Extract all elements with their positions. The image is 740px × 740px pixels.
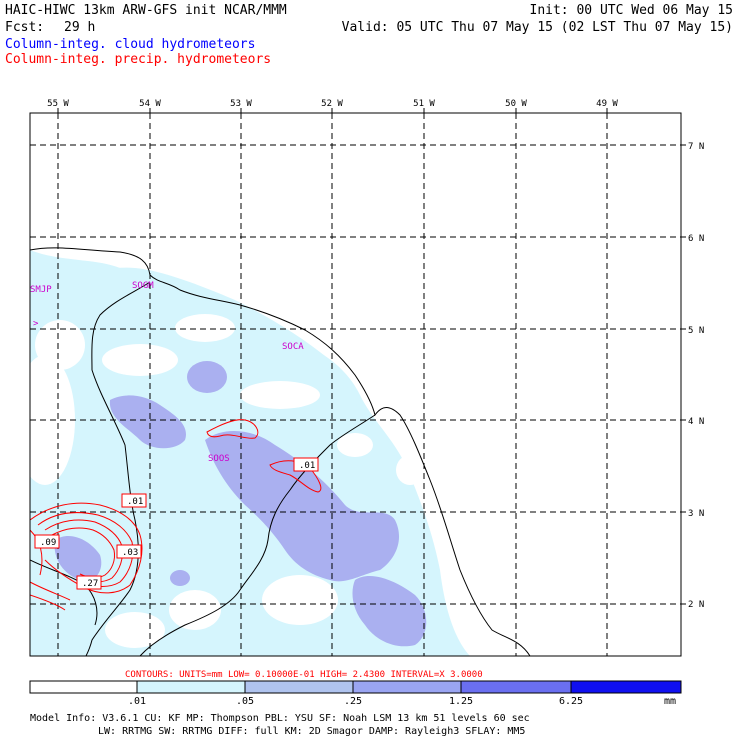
colorbar: .01 .05 .25 1.25 6.25 mm [29, 680, 682, 707]
colorbar-unit: mm [664, 696, 676, 707]
station-label: SMJP [30, 285, 52, 295]
map-frame [29, 112, 682, 657]
contours-info: CONTOURS: UNITS=mm LOW= 0.10000E-01 HIGH… [125, 670, 483, 680]
colorbar-tick: .05 [236, 696, 254, 707]
colorbar-tick: 1.25 [449, 696, 473, 707]
station-label: SOGM [132, 281, 154, 291]
lon-label: 50 W [505, 99, 527, 109]
map-area: .01 .01 .09 .03 .27 SMJP SOGM SOCA SOOS … [30, 113, 681, 656]
contour-label: .27 [82, 579, 98, 589]
cloud-core [170, 570, 190, 586]
border-line [139, 414, 376, 656]
lat-label: 7 N [688, 142, 704, 152]
precip-contour [30, 529, 43, 576]
colorbar-segment [136, 680, 246, 694]
lon-label: 55 W [47, 99, 69, 109]
cloud-core [187, 361, 227, 393]
cloud-gap [102, 344, 178, 376]
colorbar-tick: .25 [344, 696, 362, 707]
lat-label: 4 N [688, 417, 704, 427]
station-labels: SMJP SOGM SOCA SOOS > [30, 281, 304, 464]
cloud-gap [337, 433, 373, 457]
lat-labels: 7 N 6 N 5 N 4 N 3 N 2 N [688, 142, 704, 610]
lon-labels: 55 W 54 W 53 W 52 W 51 W 50 W 49 W [47, 99, 618, 109]
precip-contour [37, 511, 134, 587]
graticule [30, 113, 681, 656]
contour-label-box [121, 493, 147, 508]
cloud-core [54, 535, 102, 581]
header-title: HAIC-HIWC 13km ARW-GFS init NCAR/MMM [5, 3, 287, 18]
cloud-core [109, 395, 186, 449]
colorbar-segment [29, 680, 138, 694]
contour-labels: .01 .01 .09 .03 .27 [34, 457, 319, 590]
border-line [85, 281, 151, 656]
cloud-gap [396, 455, 424, 485]
colorbar-segment [352, 680, 462, 694]
cloud-core [352, 575, 427, 647]
lon-label: 49 W [596, 99, 618, 109]
colorbar-segment [460, 680, 572, 694]
lon-label: 52 W [321, 99, 343, 109]
colorbar-segment [570, 680, 682, 694]
cloud-core [205, 430, 400, 582]
model-info-line2: LW: RRTMG SW: RRTMG DIFF: full KM: 2D Sm… [98, 726, 525, 737]
station-label: SOCA [282, 342, 304, 352]
colorbar-tick: 6.25 [559, 696, 583, 707]
header-fcst-label: Fcst: [5, 20, 44, 35]
precip-contour [30, 581, 71, 611]
header-fcst-value: 29 h [64, 20, 95, 35]
lat-label: 6 N [688, 234, 704, 244]
model-info-line1: Model Info: V3.6.1 CU: KF MP: Thompson P… [30, 713, 530, 724]
station-label: SOOS [208, 454, 230, 464]
lon-label: 53 W [230, 99, 252, 109]
lat-label: 5 N [688, 326, 704, 336]
contour-label: .01 [127, 497, 143, 507]
lat-label: 2 N [688, 600, 704, 610]
cloud-gap [262, 575, 338, 625]
contour-label: .03 [122, 548, 138, 558]
cloud-gap [240, 381, 320, 409]
contour-label-box [116, 544, 142, 559]
lon-label: 54 W [139, 99, 161, 109]
contour-label-box [34, 534, 60, 549]
station-marker: > [33, 319, 39, 329]
cloud-gap [169, 590, 221, 630]
colorbar-tick: .01 [128, 696, 146, 707]
contour-label: .01 [299, 461, 315, 471]
lon-label: 51 W [413, 99, 435, 109]
legend-precip-line: Column-integ. precip. hydrometeors [5, 52, 271, 67]
header-init: Init: 00 UTC Wed 06 May 15 [530, 3, 734, 18]
lat-label: 3 N [688, 509, 704, 519]
legend-cloud-line: Column-integ. cloud hydrometeors [5, 37, 255, 52]
contour-label: .09 [40, 538, 56, 548]
contour-label-box [76, 575, 102, 590]
frame-ticks [57, 108, 686, 605]
cloud-gap [175, 314, 235, 342]
colorbar-segment [244, 680, 354, 694]
header-valid: Valid: 05 UTC Thu 07 May 15 (02 LST Thu … [342, 20, 733, 35]
cloud-gap [35, 320, 85, 370]
contour-label-box [293, 457, 319, 472]
precip-contour [206, 419, 259, 439]
cloud-shading-medium [54, 361, 427, 647]
